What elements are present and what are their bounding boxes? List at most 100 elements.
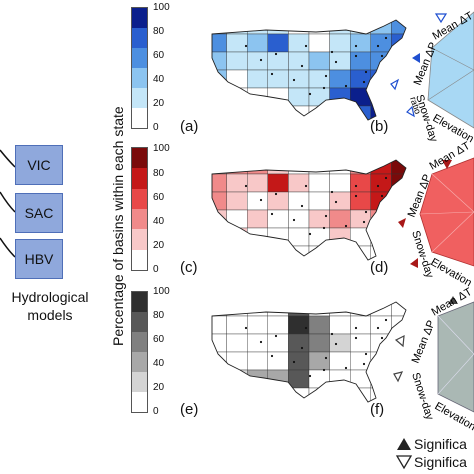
legend-significant-filled: Significa: [414, 436, 467, 452]
state-region: [329, 227, 351, 247]
triangle-filled-icon: [442, 160, 452, 169]
basin-dot: [324, 356, 328, 360]
colorbar-band: [132, 148, 147, 169]
state-region: [212, 315, 227, 335]
state-region: [226, 387, 248, 402]
basin-dot: [354, 194, 358, 198]
state-region: [370, 20, 392, 35]
colorbar-band: [132, 208, 147, 230]
state-region: [288, 227, 310, 247]
state-region: [370, 69, 392, 89]
colorbar-band: [132, 331, 147, 352]
state-region: [267, 173, 289, 193]
state-region: [267, 351, 289, 371]
state-region: [308, 245, 330, 260]
state-region: [212, 87, 227, 107]
basin-dot: [334, 342, 338, 346]
basin-dot: [384, 318, 388, 322]
basin-dot: [364, 210, 368, 214]
state-region: [212, 387, 227, 402]
map-blue: [211, 19, 407, 121]
state-region: [212, 160, 227, 175]
tick-label: 80: [153, 310, 165, 321]
state-region: [370, 209, 392, 229]
basin-dot: [354, 336, 358, 340]
state-region: [329, 87, 351, 107]
map-red: [211, 159, 407, 261]
state-region: [308, 351, 330, 371]
state-region: [370, 227, 392, 247]
colorbar-band: [132, 249, 147, 270]
state-region: [226, 333, 248, 353]
basin-dot: [322, 86, 326, 90]
state-region: [247, 369, 269, 389]
colorbar-red: [131, 147, 148, 271]
basin-dot: [354, 44, 358, 48]
basin-dot: [270, 212, 274, 216]
state-region: [349, 173, 371, 193]
model-box-hbv: HBV: [15, 239, 63, 279]
colorbar-band: [132, 188, 147, 209]
state-region: [370, 315, 392, 335]
state-region: [212, 105, 227, 120]
model-label: HBV: [24, 251, 54, 267]
state-region: [267, 333, 289, 353]
state-region: [226, 51, 248, 71]
basin-dot: [380, 194, 384, 198]
us-outline: [211, 159, 407, 261]
basin-dot: [274, 192, 278, 196]
basin-dot: [362, 362, 366, 366]
state-region: [329, 245, 351, 260]
state-region: [247, 87, 269, 107]
state-region: [267, 105, 289, 120]
state-region: [247, 209, 269, 229]
state-region: [308, 33, 330, 53]
triangle-filled-icon: [398, 218, 406, 228]
basin-dot: [270, 72, 274, 76]
colorbar-band: [132, 67, 147, 88]
basin-dot: [274, 334, 278, 338]
panel-label-e: (e): [180, 401, 199, 418]
us-outline: [211, 19, 407, 121]
state-region: [226, 315, 248, 335]
basin-dot: [304, 326, 308, 330]
state-region: [370, 173, 392, 193]
basin-dot: [376, 184, 380, 188]
models-caption: Hydrological models: [0, 288, 100, 324]
basin-dot: [334, 60, 338, 64]
basin-dot: [344, 84, 348, 88]
colorbar-band: [132, 351, 147, 372]
basin-dot: [292, 218, 296, 222]
tick-label: 40: [153, 74, 165, 85]
tick-label: 20: [153, 98, 165, 109]
state-region: [329, 173, 351, 193]
state-region: [308, 191, 330, 211]
tick-label: 0: [153, 406, 159, 417]
panel-label-d: (d): [370, 259, 389, 276]
basin-dot: [330, 332, 334, 336]
state-region: [247, 191, 269, 211]
tick-label: 100: [153, 286, 170, 297]
basin-dot: [364, 352, 368, 356]
basin-dot: [362, 220, 366, 224]
panel-label-b: (b): [370, 118, 389, 135]
basin-dot: [304, 184, 308, 188]
state-region: [247, 387, 269, 402]
state-region: [247, 351, 269, 371]
state-region: [247, 315, 269, 335]
radar-f: Mean ΔP Mean ΔT Snow-day Elevation: [393, 286, 474, 433]
basin-dot: [324, 74, 328, 78]
state-region: [370, 33, 392, 53]
panel-label-a: (a): [180, 118, 199, 135]
state-region: [267, 33, 289, 53]
triangle-open-icon: [406, 105, 415, 118]
triangle-open-icon: [434, 13, 448, 24]
state-region: [288, 351, 310, 371]
tick-label: 60: [153, 50, 165, 61]
map-gray: [211, 301, 407, 403]
state-region: [267, 315, 289, 335]
basin-dot: [259, 58, 263, 62]
models-caption-line2: models: [27, 307, 73, 323]
model-label: VIC: [27, 157, 51, 173]
